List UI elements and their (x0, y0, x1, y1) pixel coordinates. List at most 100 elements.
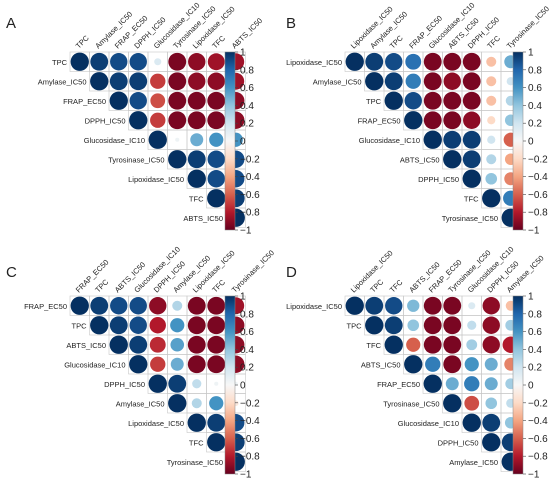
corr-circle (214, 382, 218, 386)
corr-circle (168, 394, 186, 412)
corr-circle (365, 53, 383, 71)
corr-circle (130, 297, 147, 314)
corr-circle (463, 53, 481, 71)
corr-circle (487, 136, 495, 144)
col-label: TFC (485, 33, 502, 50)
corr-circle (168, 72, 186, 90)
corr-circle (208, 53, 225, 70)
corr-circle (482, 433, 500, 451)
corr-circle (443, 111, 461, 129)
corr-circle (406, 74, 421, 89)
corr-circle (150, 357, 165, 372)
colorbar-tick-label: −0.4 (240, 416, 260, 427)
colorbar-tick-label: 0.8 (528, 65, 542, 76)
corr-circle (207, 433, 225, 451)
colorbar-tick-label: 0.4 (528, 345, 542, 356)
colorbar-tick-label: 0.6 (240, 327, 254, 338)
row-label: FRAP_EC50 (24, 302, 67, 311)
corr-circle (170, 338, 184, 352)
colorbar-tick-label: 0 (240, 381, 246, 392)
row-label: Glucosidase_IC10 (398, 419, 459, 428)
corr-circle (130, 92, 147, 109)
corr-circle (175, 138, 179, 142)
corr-circle (424, 316, 442, 334)
corr-circle (466, 339, 477, 350)
panel-label: B (286, 15, 296, 32)
row-label: Tyrosinase_IC50 (108, 155, 164, 164)
corr-circle (149, 131, 167, 149)
colorbar-tick-label: 0.6 (528, 83, 542, 94)
corr-circle (170, 318, 184, 332)
corr-circle (463, 92, 481, 110)
corr-circle (150, 93, 165, 108)
col-label: TPC (93, 277, 110, 294)
col-label: TFC (210, 277, 227, 294)
colorbar-tick-label: 0.4 (240, 345, 254, 356)
colorbar-tick-label: 0.6 (240, 83, 254, 94)
corr-circle (188, 297, 206, 315)
corr-circle (443, 297, 461, 315)
row-label: TPC (366, 97, 382, 106)
corr-circle (424, 92, 442, 110)
corr-circle (209, 396, 223, 410)
colorbar-tick-label: 1 (528, 292, 534, 303)
corr-circle (483, 336, 500, 353)
colorbar-tick-label: −1 (240, 226, 252, 237)
corr-circle (365, 297, 383, 315)
corr-circle (129, 111, 147, 129)
corr-circle (130, 317, 147, 334)
colorbar-tick-label: 1 (240, 292, 246, 303)
colorbar-tick-label: 0 (528, 137, 534, 148)
corr-circle (463, 150, 481, 168)
corr-circle (486, 57, 496, 67)
colorbar-tick-label: −0.2 (240, 398, 260, 409)
corr-circle (425, 357, 440, 372)
corr-circle (443, 355, 461, 373)
corr-circle (486, 96, 496, 106)
colorbar-tick-label: −0.8 (240, 208, 260, 219)
corr-circle (188, 414, 206, 432)
corr-circle (424, 375, 442, 393)
corr-circle (482, 414, 500, 432)
panel-label: D (286, 264, 297, 281)
corr-circle (207, 336, 225, 354)
row-label: TPC (52, 58, 68, 67)
corr-circle (90, 53, 108, 71)
corr-circle (446, 377, 459, 390)
corr-circle (110, 92, 128, 110)
corr-circle (424, 72, 442, 90)
corr-circle (443, 394, 461, 412)
colorbar-tick-label: −0.6 (528, 190, 548, 201)
corr-circle (71, 297, 89, 315)
corr-circle (464, 376, 479, 391)
colorbar-tick-label: −0.4 (528, 172, 548, 183)
corr-circle (424, 131, 442, 149)
corr-circle (129, 72, 147, 90)
corr-circle (385, 336, 403, 354)
corr-circle (443, 316, 461, 334)
row-label: Tyrosinase_IC50 (383, 399, 439, 408)
corr-circle (444, 73, 461, 90)
corr-circle (385, 92, 403, 110)
colorbar-tick-label: 0.8 (240, 65, 254, 76)
corr-circle (188, 73, 205, 90)
corr-circle (207, 316, 225, 334)
corr-circle (485, 377, 498, 390)
corr-circle (168, 53, 186, 71)
corr-circle (485, 397, 497, 409)
row-label: FRAP_EC50 (63, 97, 106, 106)
corr-circle (424, 53, 442, 71)
corr-circle (188, 111, 206, 129)
colorbar-tick-label: 0.2 (528, 363, 542, 374)
corr-circle (405, 92, 422, 109)
colorbar-tick-label: 0 (240, 137, 246, 148)
corr-circle (150, 317, 166, 333)
panel-label: C (6, 264, 17, 281)
corr-circle (463, 72, 481, 90)
corr-circle (90, 72, 108, 90)
corr-circle (468, 302, 475, 309)
corr-circle (168, 375, 186, 393)
corr-circle (150, 74, 165, 89)
corr-circle (188, 336, 206, 354)
